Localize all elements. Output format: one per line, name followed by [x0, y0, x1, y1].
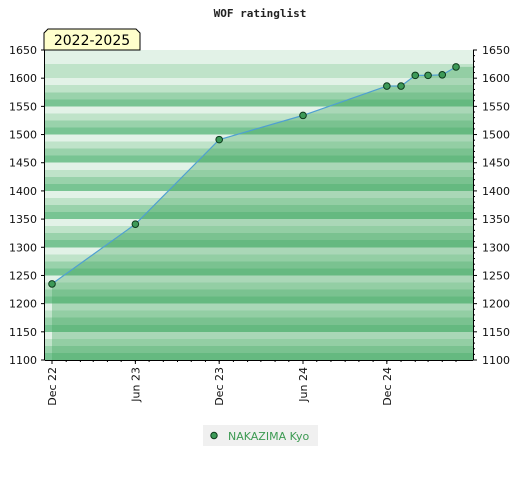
background-band — [45, 85, 473, 93]
background-bands — [45, 50, 473, 360]
background-band — [45, 71, 473, 79]
y-tick-label-right: 1300 — [482, 241, 510, 254]
period-badge-box — [43, 28, 141, 51]
data-point — [215, 135, 223, 144]
background-band — [45, 176, 473, 184]
data-point — [424, 71, 432, 80]
y-tick-label-left: 1200 — [9, 298, 37, 311]
background-band — [45, 261, 473, 269]
y-tick-label-left: 1250 — [9, 269, 37, 282]
background-band — [45, 233, 473, 241]
legend: NAKAZIMA Kyo — [203, 425, 318, 446]
y-tick-label-right: 1200 — [482, 298, 510, 311]
legend-marker — [210, 431, 218, 440]
y-tick-label-left: 1550 — [9, 100, 37, 113]
y-tick-label-right: 1650 — [482, 44, 510, 57]
y-tick-label-left: 1650 — [9, 44, 37, 57]
background-band — [45, 331, 473, 339]
background-band — [45, 127, 473, 135]
background-band — [45, 106, 473, 114]
background-band — [45, 64, 473, 72]
data-point — [438, 71, 447, 79]
y-tick-label-left: 1450 — [9, 157, 37, 170]
data-point — [383, 82, 391, 90]
background-band — [45, 219, 473, 227]
background-band — [45, 268, 473, 276]
background-band — [45, 134, 473, 142]
background-band — [45, 324, 473, 332]
data-point — [299, 111, 307, 120]
background-band — [45, 162, 473, 170]
y-tick-label-left: 1300 — [9, 241, 37, 254]
y-tick-label-right: 1450 — [482, 157, 510, 170]
background-band — [45, 169, 473, 177]
y-tick-label-right: 1600 — [482, 72, 510, 85]
axes-layer: 1100 1100 1150 1150 1200 1200 1250 1250 1300 1300… — [9, 44, 510, 406]
background-band — [45, 317, 473, 325]
background-band — [45, 282, 473, 290]
y-tick-label-right: 1350 — [482, 213, 510, 226]
period-badge-label: 2022-2025 — [54, 33, 130, 49]
background-band — [45, 303, 473, 311]
background-band — [45, 226, 473, 234]
background-band — [45, 352, 473, 360]
period-badge: 2022-2025 — [43, 28, 141, 51]
background-band — [45, 78, 473, 86]
x-tick-label: Dec 24 — [381, 367, 394, 406]
background-band — [45, 296, 473, 304]
rating-area — [52, 66, 473, 360]
legend-box — [203, 425, 318, 446]
background-band — [45, 247, 473, 255]
y-tick-label-left: 1400 — [9, 185, 37, 198]
data-point — [452, 63, 460, 71]
y-tick-label-left: 1150 — [9, 326, 37, 339]
y-tick-label-left: 1100 — [9, 354, 37, 367]
background-band — [45, 120, 473, 128]
x-tick-label: Dec 22 — [46, 367, 59, 406]
data-point — [397, 82, 405, 90]
data-point — [131, 220, 140, 228]
background-band — [45, 141, 473, 149]
background-band — [45, 197, 473, 205]
y-tick-label-right: 1150 — [482, 326, 510, 339]
y-tick-label-right: 1400 — [482, 185, 510, 198]
legend-label: NAKAZIMA Kyo — [228, 430, 310, 443]
background-band — [45, 254, 473, 262]
rating-line — [51, 66, 457, 285]
background-band — [45, 113, 473, 121]
background-band — [45, 345, 473, 353]
chart-title: WOF ratinglist — [214, 7, 307, 20]
background-band — [45, 205, 473, 213]
background-band — [45, 190, 473, 198]
y-tick-label-left: 1500 — [9, 129, 37, 142]
data-point — [48, 280, 56, 288]
x-tick-label: Jun 24 — [297, 367, 310, 403]
data-point — [411, 71, 420, 80]
background-band — [45, 92, 473, 100]
background-band — [45, 183, 473, 191]
background-band — [45, 310, 473, 318]
background-band — [45, 57, 473, 65]
background-band — [45, 148, 473, 156]
background-band — [45, 155, 473, 163]
data-points-layer — [48, 63, 460, 288]
y-tick-label-right: 1250 — [482, 269, 510, 282]
y-tick-label-left: 1350 — [9, 213, 37, 226]
x-tick-label: Dec 23 — [213, 367, 226, 406]
background-band — [45, 289, 473, 297]
background-band — [45, 99, 473, 107]
y-tick-label-right: 1550 — [482, 100, 510, 113]
rating-area-layer — [51, 66, 473, 360]
y-tick-label-left: 1600 — [9, 72, 37, 85]
x-tick-label: Jun 23 — [129, 367, 142, 403]
background-band — [45, 240, 473, 248]
y-tick-label-right: 1100 — [482, 354, 510, 367]
background-band — [45, 338, 473, 346]
y-tick-label-right: 1500 — [482, 129, 510, 142]
background-band — [45, 275, 473, 283]
background-band — [45, 50, 473, 58]
background-band — [45, 212, 473, 220]
